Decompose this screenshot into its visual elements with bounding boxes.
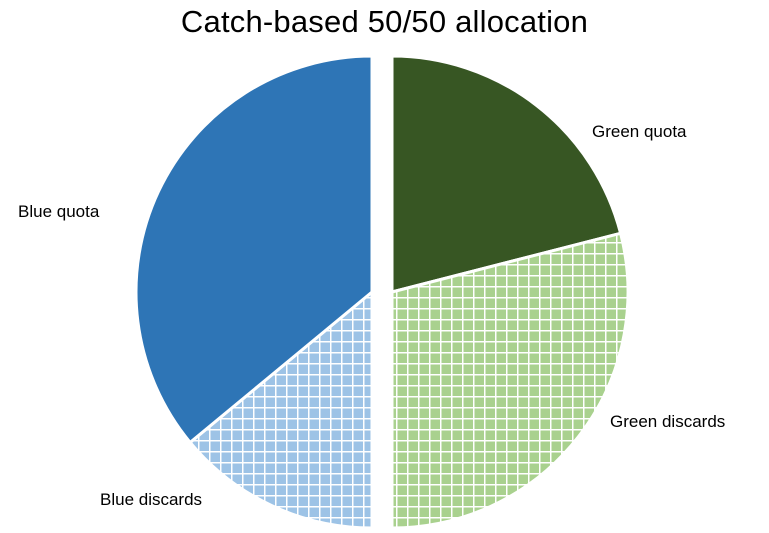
pie-slice-blue-quota	[134, 54, 374, 445]
slice-label-blue-discards: Blue discards	[100, 490, 202, 509]
pie-slice-green-quota	[390, 54, 623, 294]
pie-slice-blue-discards	[188, 288, 374, 530]
slice-label-green-quota: Green quota	[592, 122, 687, 141]
slices-layer	[134, 54, 630, 530]
slice-label-blue-quota: Blue quota	[18, 202, 100, 221]
slice-label-green-discards: Green discards	[610, 412, 725, 431]
labels-layer: Green quota Green discards Blue discards Bl…	[18, 122, 725, 509]
pie-slice-green-discards	[390, 231, 630, 530]
chart-title: Catch-based 50/50 allocation	[180, 4, 589, 39]
